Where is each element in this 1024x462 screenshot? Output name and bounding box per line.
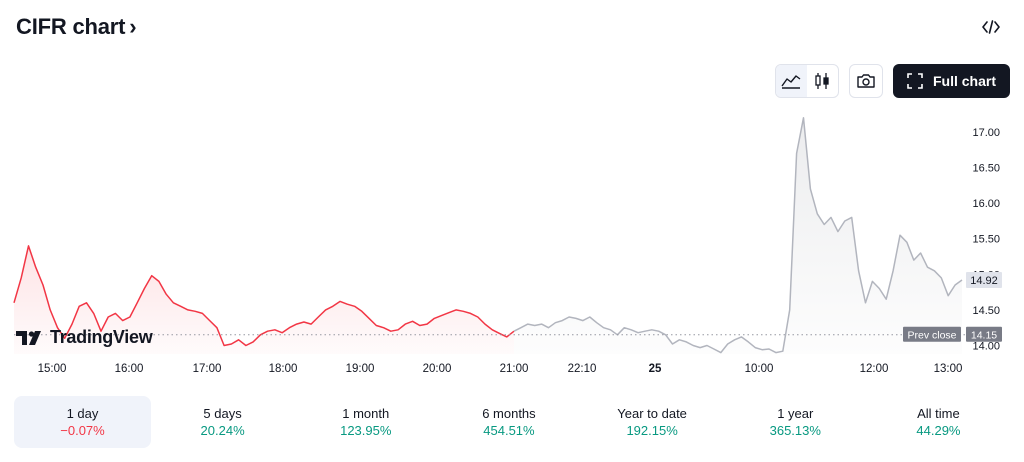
x-axis-tick-label: 16:00 xyxy=(115,363,144,375)
series-line xyxy=(513,117,963,354)
period-change: 44.29% xyxy=(916,423,961,438)
tradingview-logo-icon xyxy=(16,330,41,345)
period-change: −0.07% xyxy=(60,423,105,438)
period-selector: 1 day −0.07% 5 days 20.24% 1 month 123.95% 6 m… xyxy=(14,396,1010,448)
period-change: 123.95% xyxy=(340,423,392,438)
tradingview-logo[interactable]: TradingView xyxy=(16,327,153,348)
y-axis-tick-label: 17.00 xyxy=(972,127,1000,139)
x-axis-tick-label: 13:00 xyxy=(934,363,963,375)
period-change: 20.24% xyxy=(200,423,245,438)
snapshot-button[interactable] xyxy=(848,64,883,98)
period-label: Year to date xyxy=(617,406,687,421)
line-chart-button[interactable] xyxy=(775,65,807,97)
period-label: 1 year xyxy=(777,406,814,421)
period-tab[interactable]: 5 days 20.24% xyxy=(151,396,294,448)
chart-title-link[interactable]: CIFR chart › xyxy=(16,14,137,40)
period-tab[interactable]: 1 month 123.95% xyxy=(294,396,437,448)
full-chart-button[interactable]: Full chart xyxy=(892,64,1010,98)
series-line xyxy=(13,245,515,347)
x-axis-tick-label: 12:00 xyxy=(860,363,889,375)
x-axis-tick-label: 21:00 xyxy=(500,363,529,375)
code-icon xyxy=(982,20,1000,34)
period-label: All time xyxy=(917,406,960,421)
period-tab[interactable]: 1 year 365.13% xyxy=(724,396,867,448)
tradingview-wordmark: TradingView xyxy=(50,327,153,347)
period-change: 192.15% xyxy=(626,423,678,438)
current-price-label: 14.92 xyxy=(970,275,998,287)
y-axis-tick-label: 14.50 xyxy=(972,305,1000,317)
prev-close-badge xyxy=(903,326,961,342)
x-axis-tick-label: 15:00 xyxy=(38,363,67,375)
period-tab[interactable]: Year to date 192.15% xyxy=(581,396,724,448)
embed-code-button[interactable] xyxy=(978,16,1004,38)
price-chart[interactable]: 17.0016.5016.0015.5015.0014.5014.0014.92… xyxy=(0,100,1024,385)
camera-icon xyxy=(857,74,875,88)
x-axis-tick-label: 18:00 xyxy=(269,363,298,375)
x-axis-tick-label: 20:00 xyxy=(423,363,452,375)
period-change: 365.13% xyxy=(769,423,821,438)
candles-chart-button[interactable] xyxy=(807,65,838,97)
current-price-badge xyxy=(966,272,1002,289)
prev-close-badge-label: Prev close xyxy=(907,329,956,341)
series-area xyxy=(14,245,514,354)
fullscreen-icon xyxy=(907,73,923,89)
x-axis-tick-label: 17:00 xyxy=(193,363,222,375)
candlestick-icon xyxy=(815,73,830,89)
y-axis-tick-label: 16.00 xyxy=(972,198,1000,210)
page-title: CIFR chart xyxy=(16,14,126,39)
series-area xyxy=(514,117,962,354)
prev-close-value-badge xyxy=(966,326,1002,342)
y-axis-tick-label: 15.50 xyxy=(972,234,1000,246)
period-tab[interactable]: 6 months 454.51% xyxy=(437,396,580,448)
prev-close-value-label: 14.15 xyxy=(971,329,997,341)
period-change: 454.51% xyxy=(483,423,535,438)
y-axis-tick-label: 14.00 xyxy=(972,340,1000,352)
period-label: 1 month xyxy=(342,406,390,421)
x-axis-tick-label: 10:00 xyxy=(745,363,774,375)
period-label: 1 day xyxy=(66,406,99,421)
period-label: 5 days xyxy=(203,406,242,421)
x-axis-tick-label: 25 xyxy=(649,363,662,375)
x-axis-tick-label: 19:00 xyxy=(346,363,375,375)
area-chart-icon xyxy=(781,75,801,89)
full-chart-label: Full chart xyxy=(932,73,996,89)
period-tab[interactable]: 1 day −0.07% xyxy=(14,396,151,448)
period-tab[interactable]: All time 44.29% xyxy=(867,396,1010,448)
chart-toolbar: Full chart xyxy=(774,64,1010,98)
x-axis-tick-label: 22:10 xyxy=(568,363,597,375)
chart-type-switch xyxy=(774,64,839,98)
chevron-right-icon: › xyxy=(129,14,137,39)
y-axis-tick-label: 16.50 xyxy=(972,163,1000,175)
period-label: 6 months xyxy=(482,406,536,421)
